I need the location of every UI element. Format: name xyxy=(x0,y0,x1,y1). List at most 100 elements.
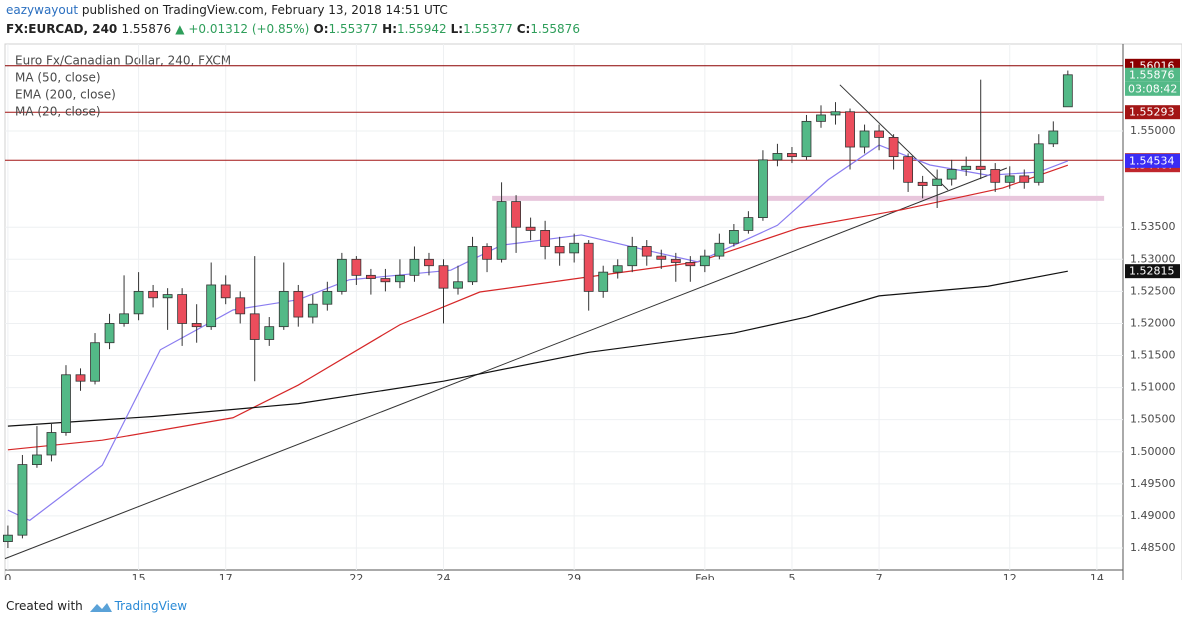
candle-body xyxy=(1048,130,1059,145)
x-tick-label: 0 xyxy=(4,572,11,580)
price: 1.55876 xyxy=(121,22,172,36)
y-tick-label: 1.51000 xyxy=(1130,381,1176,394)
candle-body xyxy=(322,290,333,305)
brand[interactable]: TradingView xyxy=(114,599,188,613)
candle-body xyxy=(206,284,217,328)
candle-body xyxy=(656,255,667,260)
x-tick-label: 5 xyxy=(788,572,795,580)
candle-body xyxy=(888,137,899,158)
y-tick-label: 1.50000 xyxy=(1130,445,1176,458)
candle-body xyxy=(293,290,304,318)
candle-body xyxy=(1019,175,1030,183)
y-tick-label: 1.55000 xyxy=(1130,124,1176,137)
candle-body xyxy=(220,284,231,299)
candle-body xyxy=(61,374,71,433)
ma-label: 1.52815 xyxy=(1129,265,1175,278)
candle-body xyxy=(249,313,260,340)
candle-body xyxy=(641,246,652,257)
candle-body xyxy=(148,290,158,299)
candle-body xyxy=(278,290,289,328)
x-tick-label: 17 xyxy=(219,572,233,580)
candle-body xyxy=(670,258,681,263)
ohlc-value: 1.55942 xyxy=(397,22,447,36)
legend-entry: MA (20, close) xyxy=(15,105,101,119)
candle-body xyxy=(336,258,347,292)
candle-body xyxy=(554,246,565,254)
candle-body xyxy=(975,165,986,170)
legend-entry: EMA (200, close) xyxy=(15,88,116,102)
candle-body xyxy=(569,242,580,254)
candle-body xyxy=(540,230,551,247)
candle-body xyxy=(917,181,928,186)
candle-body xyxy=(758,159,768,219)
candle-body xyxy=(351,258,362,276)
x-tick-label: 12 xyxy=(1003,572,1017,580)
candle-body xyxy=(743,217,754,231)
candle-body xyxy=(511,201,521,228)
candle-body xyxy=(1004,175,1015,183)
legend-entry: MA (50, close) xyxy=(15,71,101,85)
candle-body xyxy=(46,432,57,456)
support-band xyxy=(492,195,1105,201)
ohlc: O:1.55377 H:1.55942 L:1.55377 C:1.55876 xyxy=(314,22,584,36)
candle-body xyxy=(728,230,739,244)
chart-title: Euro Fx/Canadian Dollar, 240, FXCM xyxy=(15,54,231,68)
y-tick-label: 1.48500 xyxy=(1130,541,1176,554)
moving-average xyxy=(7,144,1069,522)
publish-line: eazywayout published on TradingView.com,… xyxy=(6,3,448,17)
candle-body xyxy=(787,153,797,158)
candle-body xyxy=(264,326,275,340)
x-tick-label: 24 xyxy=(436,572,450,580)
candle-body xyxy=(104,323,115,344)
x-tick-label: 22 xyxy=(349,572,363,580)
trend-line xyxy=(4,167,1008,560)
x-tick-label: 29 xyxy=(567,572,581,580)
level-label-bg xyxy=(1125,105,1180,120)
level-label: 1.55293 xyxy=(1129,106,1175,119)
symbol-line: FX:EURCAD, 240 1.55876 ▲ +0.01312 (+0.85… xyxy=(6,22,584,36)
candle-body xyxy=(307,303,318,318)
candle-body xyxy=(1033,143,1044,183)
x-tick-label: 15 xyxy=(132,572,146,580)
y-tick-label: 1.53000 xyxy=(1130,252,1176,265)
candle-body xyxy=(119,313,129,324)
candle-body xyxy=(496,201,507,260)
candle-body xyxy=(17,464,28,536)
candle-body xyxy=(932,178,943,186)
candle-body xyxy=(583,242,594,292)
x-tick-label: Feb xyxy=(695,572,714,580)
last-price-label-bg xyxy=(1125,67,1180,82)
footer: Created with TradingView xyxy=(6,599,187,613)
candle-body xyxy=(946,169,957,180)
candle-body xyxy=(409,258,420,276)
candle-body xyxy=(453,281,463,289)
created: Created with xyxy=(6,599,83,613)
candle-body xyxy=(482,246,492,260)
candle-body xyxy=(424,258,434,267)
last-price-label: 1.55876 xyxy=(1129,68,1175,81)
ma-label: 1.54534 xyxy=(1129,154,1175,167)
candle-body xyxy=(32,454,42,465)
ohlc-label: O: xyxy=(313,22,329,36)
y-tick-label: 1.52500 xyxy=(1130,284,1176,297)
candle-body xyxy=(90,342,100,382)
countdown: 03:08:42 xyxy=(1128,82,1177,95)
y-tick-label: 1.52000 xyxy=(1130,316,1176,329)
y-tick-label: 1.50500 xyxy=(1130,413,1176,426)
moving-average xyxy=(7,164,1069,451)
change: ▲ +0.01312 (+0.85%) xyxy=(175,22,310,36)
y-tick-label: 1.53500 xyxy=(1130,220,1176,233)
candle-body xyxy=(685,262,696,267)
countdown-bg xyxy=(1125,81,1180,96)
candle-body xyxy=(133,290,144,315)
candle-body xyxy=(191,323,202,328)
candle-body xyxy=(990,169,1001,183)
candle-body xyxy=(467,246,478,283)
candle-body xyxy=(438,265,449,289)
ohlc-label: L: xyxy=(450,22,464,36)
candle-body xyxy=(801,120,812,158)
candle-body xyxy=(845,111,855,148)
moving-average xyxy=(7,270,1068,427)
user[interactable]: eazywayout xyxy=(6,3,79,17)
candle-body xyxy=(903,156,914,183)
